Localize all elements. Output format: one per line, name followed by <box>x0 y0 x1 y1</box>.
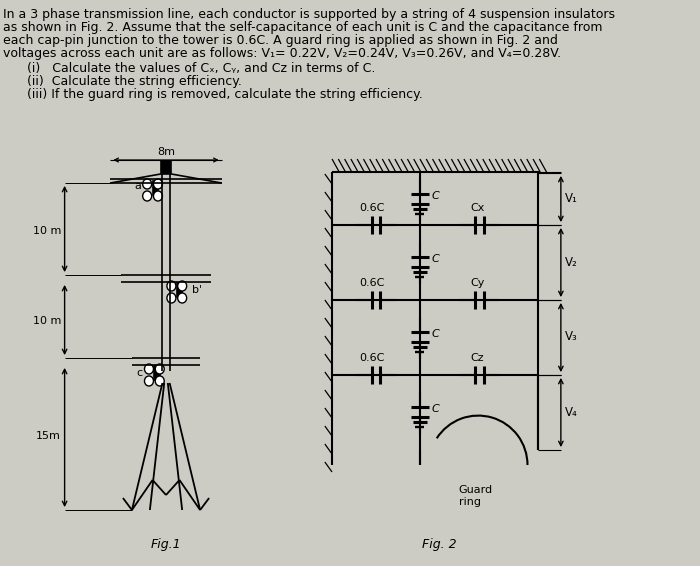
Text: Fig. 2: Fig. 2 <box>422 538 457 551</box>
Text: (iii) If the guard ring is removed, calculate the string efficiency.: (iii) If the guard ring is removed, calc… <box>27 88 423 101</box>
Text: c: c <box>136 368 143 378</box>
Text: C: C <box>432 191 440 201</box>
Text: b': b' <box>192 285 202 295</box>
Text: Cz: Cz <box>470 353 484 363</box>
Text: V₃: V₃ <box>564 331 578 344</box>
Circle shape <box>143 179 152 189</box>
Circle shape <box>178 293 187 303</box>
Circle shape <box>167 293 176 303</box>
Text: Fig.1: Fig.1 <box>150 538 181 551</box>
Circle shape <box>153 179 162 189</box>
Text: Cy: Cy <box>470 278 484 288</box>
Text: 15m: 15m <box>36 431 61 441</box>
Text: (ii)  Calculate the string efficiency.: (ii) Calculate the string efficiency. <box>27 75 242 88</box>
Circle shape <box>144 364 153 374</box>
Text: 0.6C: 0.6C <box>359 278 384 288</box>
Text: Guard
ring: Guard ring <box>458 485 493 507</box>
Circle shape <box>167 281 176 291</box>
Text: 0.6C: 0.6C <box>359 353 384 363</box>
Bar <box>155 366 160 380</box>
Bar <box>153 181 158 195</box>
Text: V₄: V₄ <box>564 405 578 418</box>
Text: V₁: V₁ <box>564 192 578 205</box>
Text: C: C <box>432 254 440 264</box>
Text: 0.6C: 0.6C <box>359 203 384 213</box>
Bar <box>177 283 182 297</box>
Text: voltages across each unit are as follows: V₁= 0.22V, V₂=0.24V, V₃=0.26V, and V₄=: voltages across each unit are as follows… <box>3 47 561 60</box>
Text: 10 m: 10 m <box>33 316 61 326</box>
Circle shape <box>144 376 153 386</box>
Text: a: a <box>134 181 141 191</box>
Text: as shown in Fig. 2. Assume that the self-capacitance of each unit is C and the c: as shown in Fig. 2. Assume that the self… <box>3 21 602 34</box>
Bar <box>160 161 172 174</box>
Circle shape <box>143 191 152 201</box>
Text: 10 m: 10 m <box>33 226 61 236</box>
Text: In a 3 phase transmission line, each conductor is supported by a string of 4 sus: In a 3 phase transmission line, each con… <box>3 8 615 21</box>
Circle shape <box>153 191 162 201</box>
Text: C: C <box>432 329 440 339</box>
Text: Cx: Cx <box>470 203 484 213</box>
Circle shape <box>155 376 164 386</box>
Text: C: C <box>432 404 440 414</box>
Text: 8m: 8m <box>157 147 175 157</box>
Circle shape <box>178 281 187 291</box>
Text: (i)   Calculate the values of Cₓ, Cᵧ, and Cz in terms of C.: (i) Calculate the values of Cₓ, Cᵧ, and … <box>27 62 375 75</box>
Text: V₂: V₂ <box>564 255 578 268</box>
Text: each cap-pin junction to the tower is 0.6C. A guard ring is applied as shown in : each cap-pin junction to the tower is 0.… <box>3 34 558 47</box>
Circle shape <box>155 364 164 374</box>
